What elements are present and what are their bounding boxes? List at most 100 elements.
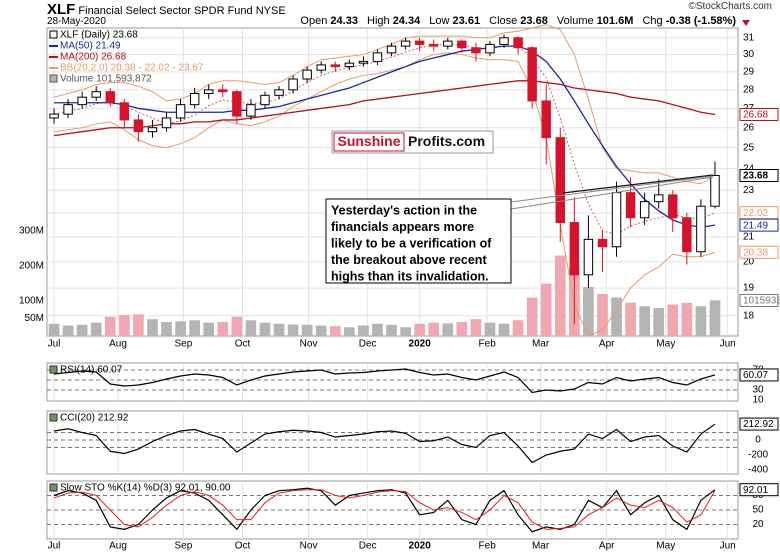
y-tick-label: 19 bbox=[743, 283, 755, 294]
volume-bar bbox=[175, 321, 186, 336]
quote-value: 24.34 bbox=[392, 15, 421, 27]
candle-body bbox=[274, 89, 284, 96]
y-tick-label: 30 bbox=[743, 49, 755, 60]
value-box bbox=[739, 218, 779, 232]
candle-body bbox=[541, 100, 551, 139]
volume-bar bbox=[329, 326, 341, 336]
candle-body bbox=[133, 119, 144, 133]
candle-body bbox=[189, 93, 200, 106]
y-tick-label: 24 bbox=[743, 163, 755, 174]
header-title: XLF Financial Select Sector SPDR Fund NY… bbox=[47, 1, 286, 18]
candle-body bbox=[625, 192, 636, 219]
value-box bbox=[739, 368, 779, 382]
x-tick-label: May bbox=[656, 541, 675, 552]
volume-bar bbox=[554, 255, 566, 336]
candle-body bbox=[372, 52, 383, 62]
candle-body bbox=[668, 194, 678, 219]
x-tick-label: Oct bbox=[235, 541, 251, 552]
volume-tick-label: 300M bbox=[19, 226, 44, 237]
volume-bar bbox=[470, 319, 482, 336]
legend-label: XLF (Daily) 23.68 bbox=[60, 30, 138, 41]
candle-body bbox=[175, 104, 186, 119]
logo-left-frame bbox=[333, 132, 405, 152]
volume-bar bbox=[540, 283, 552, 336]
volume-bar bbox=[273, 323, 285, 336]
candle-body bbox=[569, 222, 580, 276]
indicator-line bbox=[53, 489, 716, 530]
y-tick-label: 30 bbox=[752, 385, 764, 396]
panel-frame bbox=[46, 27, 739, 337]
volume-bar bbox=[709, 300, 721, 336]
y-tick-label: 21 bbox=[743, 232, 755, 243]
candle-body bbox=[471, 47, 481, 54]
candle-body bbox=[555, 137, 565, 224]
x-tick-label: 2020 bbox=[409, 541, 432, 552]
pointer-line bbox=[510, 176, 714, 210]
y-tick-label: 20 bbox=[743, 256, 755, 267]
volume-bar bbox=[667, 304, 679, 336]
quote-label: Volume bbox=[556, 15, 594, 27]
x-tick-label: Jun bbox=[720, 541, 736, 552]
x-tick-label: Feb bbox=[479, 541, 497, 552]
value-box-label: 212.92 bbox=[743, 419, 774, 430]
y-tick-label: 29 bbox=[743, 67, 755, 78]
down-arrow bbox=[742, 20, 750, 26]
logo-left: Sunshine bbox=[337, 133, 400, 149]
volume-bar bbox=[48, 323, 60, 336]
value-box bbox=[739, 108, 779, 122]
x-tick-label: Aug bbox=[109, 339, 127, 350]
candle-body bbox=[654, 194, 664, 203]
y-tick-label: 10 bbox=[752, 395, 764, 406]
candle-body bbox=[429, 43, 439, 47]
volume-bar bbox=[203, 322, 215, 336]
volume-bar bbox=[400, 327, 411, 336]
indicator-line bbox=[53, 487, 716, 533]
trend-line bbox=[562, 174, 714, 194]
x-tick-label: Jul bbox=[48, 339, 61, 350]
candle-body bbox=[639, 201, 650, 219]
candle-body bbox=[443, 40, 453, 47]
value-box bbox=[739, 169, 779, 183]
indicator-title: CCI(20) 212.92 bbox=[60, 413, 129, 424]
legend-swatch bbox=[49, 74, 58, 83]
candle-body bbox=[91, 91, 101, 98]
x-tick-label: Jun bbox=[720, 339, 736, 350]
volume-bar bbox=[189, 320, 200, 336]
x-tick-label: Apr bbox=[599, 541, 615, 552]
ma50-line bbox=[54, 45, 716, 228]
legend-swatch bbox=[49, 483, 58, 492]
y-tick-label: 25 bbox=[743, 142, 755, 153]
y-tick-label: -200 bbox=[748, 450, 768, 461]
quote: Open 24.33 High 24.34 Low 23.61 Close 23… bbox=[300, 15, 742, 27]
x-tick-label: 2020 bbox=[409, 339, 432, 350]
x-tick-label: Nov bbox=[300, 339, 318, 350]
candle-body bbox=[232, 91, 242, 117]
x-tick-label: Oct bbox=[235, 339, 251, 350]
candle-body bbox=[344, 62, 355, 68]
volume-bar bbox=[119, 315, 130, 336]
indicator-title: Slow STO %K(14) %D(3) 92.01, 90.00 bbox=[60, 483, 231, 494]
candle-body bbox=[161, 117, 172, 129]
candle-body bbox=[527, 47, 537, 102]
value-box bbox=[739, 417, 779, 431]
volume-bar bbox=[625, 302, 636, 336]
volume-bar bbox=[147, 319, 158, 336]
quote-value: 23.61 bbox=[452, 15, 481, 27]
volume-bar bbox=[498, 323, 510, 336]
volume-bar bbox=[287, 324, 299, 336]
candle-body bbox=[147, 127, 158, 133]
annotation-text: the breakout above recent bbox=[331, 253, 487, 267]
panel-frame bbox=[46, 362, 739, 402]
exchange: NYSE bbox=[255, 5, 286, 17]
ticker: XLF bbox=[47, 1, 76, 18]
indicator-line bbox=[53, 423, 716, 464]
quote-value: -0.38 (-1.58%) bbox=[665, 15, 736, 27]
volume-tick-label: 100M bbox=[19, 296, 44, 307]
value-box-label: 101593872 bbox=[743, 296, 780, 307]
volume-bar bbox=[611, 297, 622, 336]
volume-bar bbox=[231, 316, 243, 336]
y-tick-label: 23 bbox=[743, 185, 755, 196]
value-box-label: 23.68 bbox=[743, 171, 768, 182]
volume-bar bbox=[301, 324, 313, 336]
